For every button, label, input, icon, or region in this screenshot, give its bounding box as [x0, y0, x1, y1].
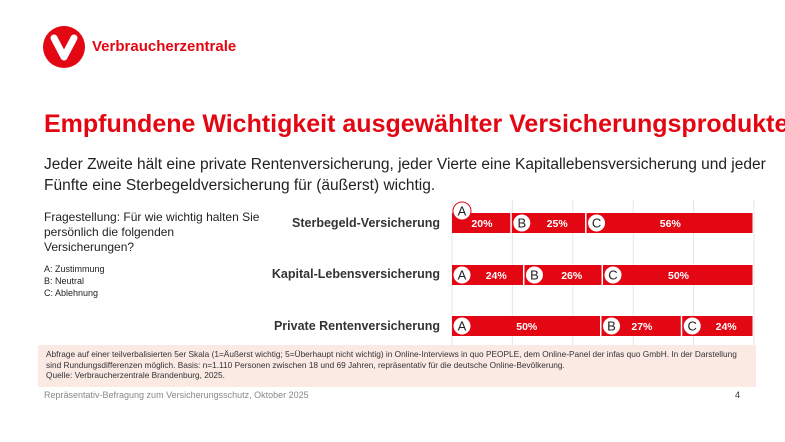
series-marker — [512, 213, 532, 233]
series-marker-label: A — [458, 268, 467, 283]
bar-segment — [586, 213, 753, 233]
series-marker-label: A — [458, 319, 467, 334]
data-label: 50% — [668, 270, 690, 282]
series-marker — [524, 265, 544, 285]
data-label: 26% — [561, 270, 583, 282]
category-label: Private Rentenversicherung — [273, 319, 440, 333]
series-marker — [603, 265, 623, 285]
subtitle: Jeder Zweite hält eine private Rentenver… — [44, 156, 766, 194]
footer-text: Repräsentativ-Befragung zum Versicherung… — [44, 390, 309, 400]
series-marker — [452, 316, 472, 336]
series-marker — [602, 316, 622, 336]
legend-a: A: Zustimmung — [44, 264, 105, 274]
series-marker-label: B — [607, 319, 616, 334]
category-label: Sterbegeld-Versicherung — [292, 216, 440, 230]
legend-b: B: Neutral — [44, 276, 85, 286]
series-marker-label: C — [608, 268, 617, 283]
bar-segment — [452, 316, 601, 336]
note-text: Abfrage auf einer teilverbalisierten 5er… — [46, 349, 737, 370]
page-number: 4 — [735, 390, 741, 400]
series-marker-label: B — [530, 268, 539, 283]
series-marker — [682, 316, 702, 336]
series-marker-label: C — [688, 319, 697, 334]
data-label: 24% — [716, 321, 738, 333]
series-marker — [452, 265, 472, 285]
brand-name: Verbraucherzentrale — [92, 38, 237, 55]
category-label: Kapital-Lebensversicherung — [271, 267, 440, 281]
series-marker-label: C — [592, 216, 601, 231]
data-label: 50% — [516, 321, 538, 333]
series-marker — [452, 201, 472, 221]
methodology-note: Abfrage auf einer teilverbalisierten 5er… — [38, 345, 756, 387]
page-title: Empfundene Wichtigkeit ausgewählter Vers… — [44, 110, 785, 138]
question-text: Fragestellung: Für wie wichtig halten Si… — [44, 210, 260, 254]
bar-segment — [524, 265, 602, 285]
data-label: 25% — [547, 218, 569, 230]
data-label: 27% — [631, 321, 653, 333]
bar-segment — [601, 316, 681, 336]
series-marker-label: B — [517, 216, 526, 231]
legend: A: Zustimmung B: Neutral C: Ablehnung — [44, 263, 105, 299]
note-source: Quelle: Verbraucherzentrale Brandenburg,… — [46, 370, 225, 380]
series-marker-label: A — [458, 204, 467, 219]
series-marker — [587, 213, 607, 233]
logo-icon — [43, 26, 85, 68]
legend-c: C: Ablehnung — [44, 288, 99, 298]
bar-segment — [511, 213, 586, 233]
data-label: 56% — [660, 218, 682, 230]
data-label: 20% — [471, 218, 493, 230]
bar-segment — [603, 265, 753, 285]
data-label: 24% — [486, 270, 508, 282]
